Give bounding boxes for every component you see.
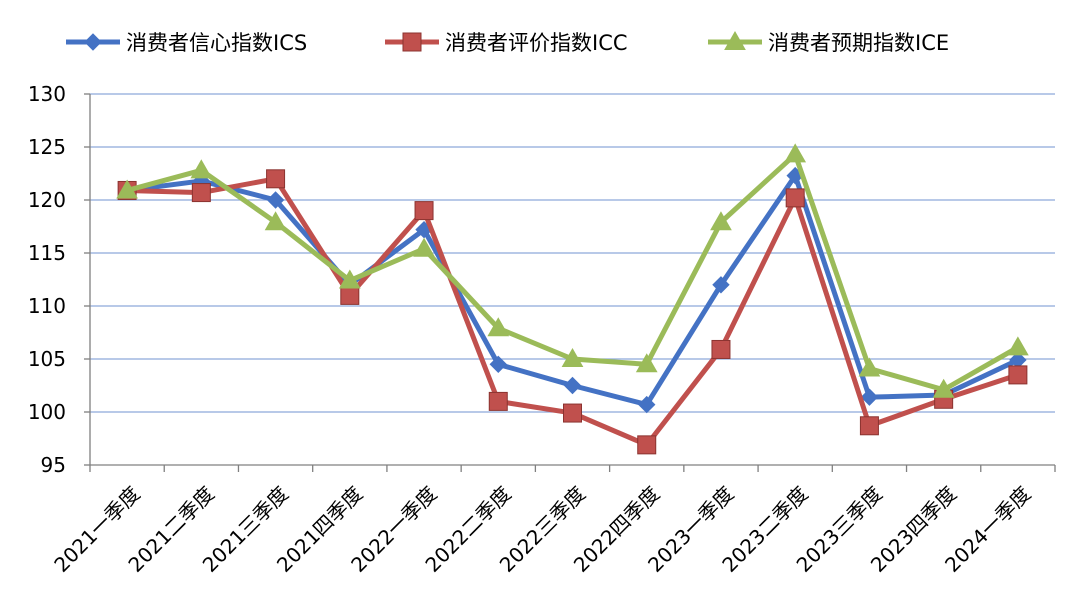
data-point-3: [338, 269, 361, 289]
data-point-3: [413, 237, 435, 257]
data-point-3: [264, 211, 287, 231]
y-tick-label: 95: [41, 453, 66, 477]
axes: [84, 93, 1056, 472]
data-point-1: [860, 388, 879, 406]
series-2: [117, 169, 1028, 455]
y-tick-label: 105: [28, 347, 66, 371]
series-3: [116, 143, 1029, 398]
y-tick-label: 110: [28, 294, 66, 318]
y-tick-label: 120: [28, 188, 66, 212]
legend-label: 消费者预期指数ICE: [768, 31, 949, 55]
data-point-3: [190, 159, 213, 179]
data-point-2: [711, 339, 731, 359]
y-tick-label: 115: [28, 241, 66, 265]
legend-item-3: 消费者预期指数ICE: [708, 30, 949, 55]
data-point-3: [635, 353, 658, 373]
data-point-2: [859, 416, 879, 436]
data-point-2: [488, 391, 508, 411]
data-point-1: [489, 355, 507, 374]
data-point-3: [116, 179, 138, 199]
legend-label: 消费者评价指数ICC: [445, 31, 628, 55]
data-point-3: [858, 357, 881, 377]
data-point-3: [784, 143, 807, 163]
data-point-legend-3: [724, 30, 746, 50]
data-point-3: [487, 317, 510, 337]
y-tick-label: 100: [28, 400, 66, 424]
legend-label: 消费者信心指数ICS: [126, 31, 307, 55]
gridlines: [90, 93, 1055, 413]
legend: 消费者信心指数ICS 消费者评价指数ICC 消费者预期指数ICE: [66, 30, 949, 55]
data-point-2: [414, 201, 434, 221]
data-point-1: [266, 191, 285, 209]
data-point-2: [785, 188, 805, 208]
x-axis-ticks: 2021一季度2021二季度2021三季度2021四季度2022一季度2022二…: [49, 482, 1035, 577]
series-group: [116, 143, 1029, 455]
data-point-1: [638, 395, 656, 414]
y-tick-label: 130: [28, 82, 66, 106]
data-point-3: [932, 378, 955, 398]
data-point-1: [712, 276, 730, 294]
data-point-2: [340, 285, 360, 305]
data-point-2: [563, 403, 582, 423]
data-point-legend-1: [84, 33, 102, 51]
data-point-2: [266, 169, 286, 189]
data-point-2: [1008, 365, 1028, 385]
data-point-1: [563, 376, 582, 395]
data-point-2: [191, 183, 211, 203]
legend-item-2: 消费者评价指数ICC: [385, 31, 628, 55]
data-point-legend-2: [402, 32, 422, 52]
data-point-2: [637, 435, 657, 455]
data-point-3: [710, 211, 732, 231]
y-tick-label: 125: [28, 135, 66, 159]
data-point-3: [1007, 336, 1029, 356]
y-axis-ticks: 95 100 105 110 115 120 125 130: [28, 82, 66, 477]
legend-item-1: 消费者信心指数ICS: [66, 31, 307, 55]
data-point-3: [561, 347, 584, 367]
